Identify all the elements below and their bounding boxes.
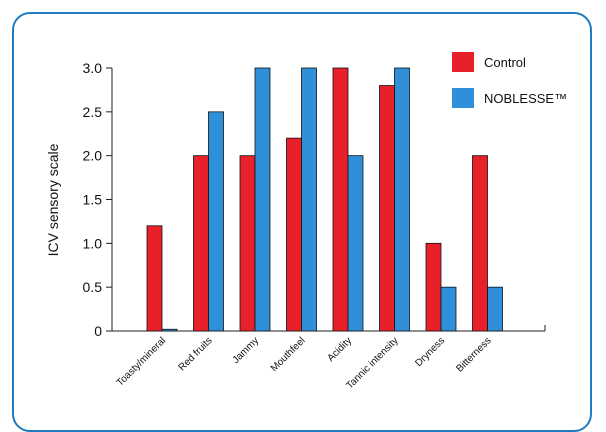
bar-control-0 bbox=[146, 225, 163, 332]
bar-noblesse-2 bbox=[254, 67, 271, 332]
legend-swatch-control bbox=[452, 52, 474, 72]
bars bbox=[146, 67, 503, 332]
y-tick-label: 1.0 bbox=[83, 235, 103, 251]
category-label: Jammy bbox=[231, 335, 262, 366]
bar-control-6 bbox=[425, 242, 442, 332]
legend: Control NOBLESSE™ bbox=[452, 52, 567, 108]
category-label: Acidity bbox=[326, 335, 355, 364]
bar-noblesse-4 bbox=[347, 155, 364, 332]
bar-noblesse-5 bbox=[394, 67, 410, 332]
y-tick-labels: 0 0.5 1.0 1.5 2.0 2.5 3.0 bbox=[83, 60, 103, 339]
bar-noblesse-7 bbox=[487, 286, 503, 332]
bar-control-2 bbox=[239, 155, 256, 332]
bar-control-1 bbox=[193, 155, 209, 332]
category-label: Dryness bbox=[413, 335, 447, 369]
category-label: Mouthfeel bbox=[269, 335, 308, 374]
bar-noblesse-0 bbox=[161, 328, 178, 332]
y-tick-label: 2.5 bbox=[83, 104, 103, 120]
legend-label-control: Control bbox=[484, 55, 526, 70]
category-label: Bitterness bbox=[454, 335, 493, 374]
y-axis-title: ICV sensory scale bbox=[45, 143, 61, 256]
legend-swatch-noblesse bbox=[452, 88, 474, 108]
bar-control-3 bbox=[286, 137, 302, 332]
category-labels: Toasty/mineral Red fruits Jammy Mouthfeel Ac… bbox=[115, 335, 494, 391]
y-tick-label: 2.0 bbox=[83, 148, 103, 164]
bar-control-5 bbox=[379, 85, 395, 332]
category-label: Red fruits bbox=[177, 335, 215, 373]
y-tick-label: 0 bbox=[94, 323, 102, 339]
bar-noblesse-6 bbox=[440, 286, 457, 332]
bar-control-4 bbox=[332, 67, 349, 332]
bar-control-7 bbox=[472, 155, 488, 332]
legend-label-noblesse: NOBLESSE™ bbox=[484, 91, 567, 106]
y-tick-label: 0.5 bbox=[83, 279, 103, 295]
category-label: Toasty/mineral bbox=[115, 335, 168, 388]
bar-noblesse-3 bbox=[301, 67, 317, 332]
y-tick-label: 1.5 bbox=[83, 192, 103, 208]
y-tick-label: 3.0 bbox=[83, 60, 103, 76]
bar-noblesse-1 bbox=[208, 111, 224, 332]
